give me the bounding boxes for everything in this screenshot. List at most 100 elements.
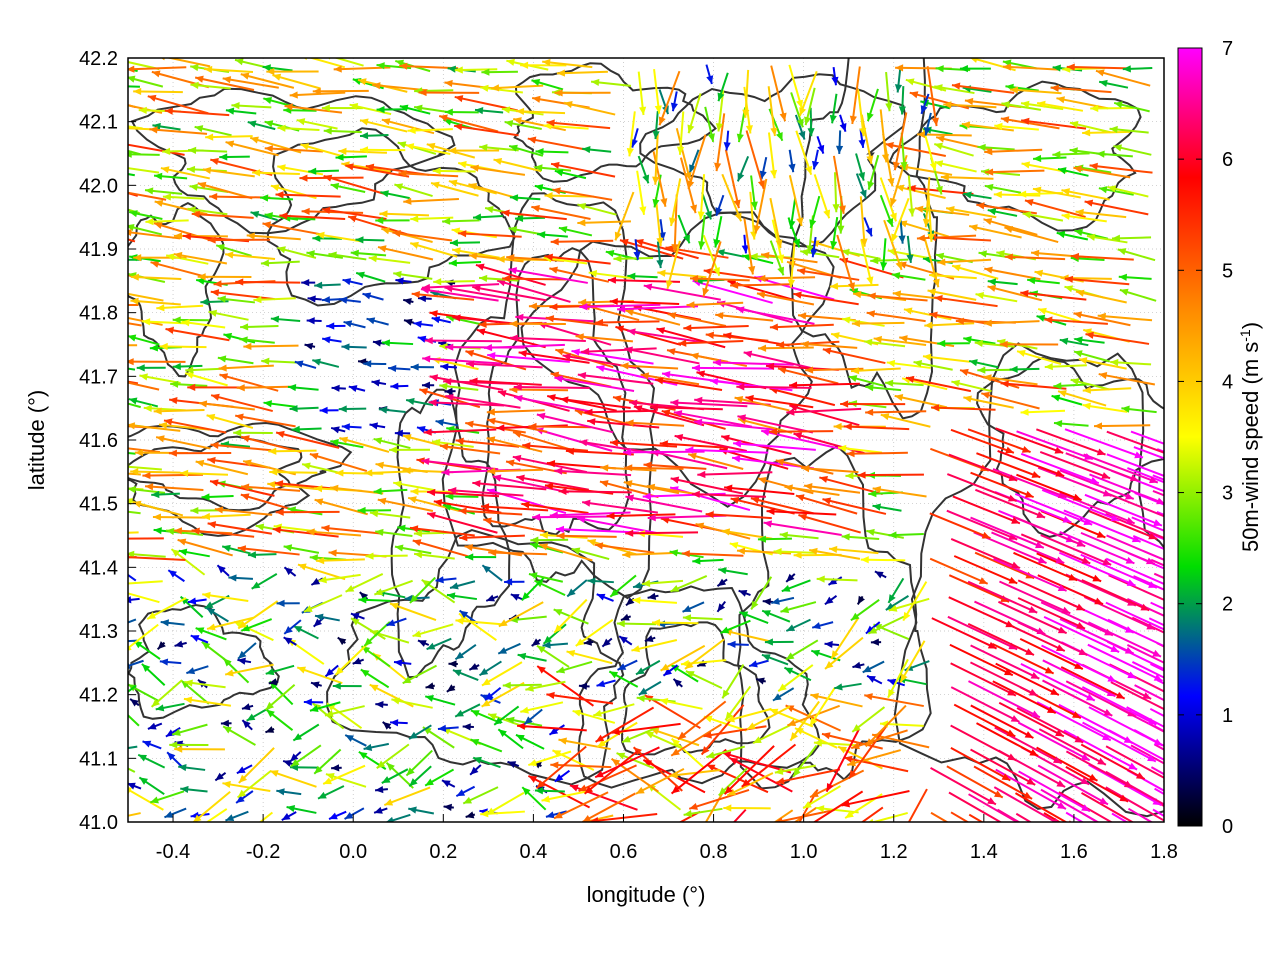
wind-arrow (800, 340, 858, 349)
wind-arrow (1131, 616, 1164, 634)
wind-arrow (147, 722, 163, 730)
wind-arrow (293, 625, 319, 640)
colorbar-tick-label: 3 (1222, 483, 1233, 505)
wind-arrow (1044, 363, 1087, 371)
wind-arrow (1097, 312, 1153, 322)
wind-arrow (753, 178, 768, 234)
wind-arrow (345, 163, 410, 178)
wind-arrow (515, 107, 566, 116)
wind-arrow (413, 320, 434, 328)
wind-arrow (425, 682, 435, 690)
wind-arrow (687, 93, 702, 134)
wind-arrow (1065, 811, 1085, 822)
wind-arrow (717, 72, 729, 102)
y-tick-label: 42.2 (79, 48, 118, 70)
wind-arrow (688, 788, 750, 810)
wind-arrow (907, 788, 928, 822)
wind-arrow (128, 167, 160, 174)
wind-arrow (548, 724, 565, 736)
wind-arrow (521, 501, 589, 514)
wind-arrow (686, 301, 744, 309)
wind-arrow (178, 764, 206, 772)
wind-arrow (577, 202, 617, 216)
wind-arrow (950, 428, 1015, 454)
wind-arrow (321, 206, 387, 220)
wind-arrow (752, 724, 791, 745)
wind-arrow (709, 378, 793, 392)
wind-arrow (1037, 764, 1109, 806)
wind-arrow (432, 167, 476, 175)
wind-arrow (1027, 277, 1060, 285)
wind-arrow (1105, 557, 1164, 586)
wind-arrow (521, 786, 547, 811)
wind-arrow (851, 706, 886, 733)
wind-arrow (410, 215, 454, 223)
wind-arrow (409, 525, 475, 537)
wind-arrow (841, 533, 880, 541)
wind-arrow (286, 805, 317, 814)
wind-arrow (692, 557, 724, 565)
wind-arrow (402, 664, 438, 685)
wind-arrow (745, 130, 765, 190)
wind-arrow (674, 433, 748, 453)
wind-arrow (430, 181, 479, 197)
wind-arrow (545, 810, 567, 819)
wind-arrow (525, 680, 566, 692)
wind-arrow (813, 739, 857, 747)
wind-arrow (1056, 96, 1109, 110)
wind-arrow (128, 713, 140, 727)
wind-arrow (246, 232, 301, 241)
wind-arrow (153, 407, 205, 415)
y-tick-label: 41.8 (79, 303, 118, 325)
wind-arrow (735, 306, 815, 325)
wind-arrow (769, 197, 783, 249)
wind-arrow (830, 216, 839, 250)
wind-arrow (174, 745, 225, 753)
wind-arrow (976, 452, 1041, 479)
wind-arrow (685, 446, 769, 454)
wind-arrow (991, 642, 1055, 675)
wind-arrow (865, 408, 927, 416)
wind-arrow (237, 545, 300, 556)
wind-arrow (756, 291, 815, 306)
wind-arrow (149, 790, 185, 804)
wind-arrow (888, 531, 924, 539)
wind-arrow (360, 668, 390, 689)
wind-arrow (514, 214, 546, 223)
x-tick-label: -0.2 (246, 841, 280, 863)
wind-arrow (553, 791, 609, 820)
wind-arrow (593, 703, 635, 717)
y-tick-label: 41.0 (79, 812, 118, 834)
wind-arrow (985, 168, 1045, 176)
wind-arrow (867, 154, 880, 190)
wind-arrow (785, 639, 819, 661)
wind-arrow (867, 615, 905, 635)
wind-arrow (930, 811, 949, 822)
wind-arrow (772, 687, 795, 702)
x-tick-label: 1.6 (1060, 841, 1088, 863)
wind-arrow (590, 78, 631, 87)
wind-arrow (773, 548, 816, 556)
wind-arrow (439, 382, 479, 391)
wind-arrow (1063, 729, 1138, 771)
wind-arrow (393, 659, 412, 667)
wind-arrow (444, 387, 456, 395)
wind-arrow (813, 174, 831, 219)
wind-arrow (900, 132, 908, 171)
wind-arrow (1065, 750, 1134, 789)
wind-arrow (961, 121, 1014, 132)
terrain-contour (390, 388, 511, 679)
wind-arrow (405, 397, 434, 407)
wind-arrow (953, 555, 1018, 585)
wind-arrow (431, 438, 474, 448)
wind-arrow (522, 442, 589, 452)
wind-arrow (738, 589, 751, 597)
wind-arrow (321, 524, 384, 535)
wind-arrow (841, 790, 910, 808)
wind-arrow (885, 71, 893, 112)
wind-arrow (691, 490, 767, 498)
wind-arrow (887, 577, 905, 604)
wind-arrow (373, 437, 411, 450)
wind-arrow (1105, 601, 1164, 631)
wind-arrow (891, 272, 926, 281)
